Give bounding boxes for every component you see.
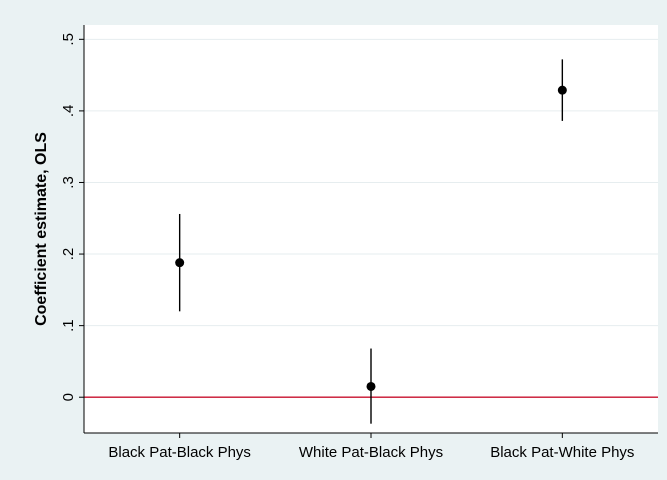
y-axis-label: Coefficient estimate, OLS [33,132,50,326]
y-tick-label: .1 [60,319,77,332]
marks-layer [175,59,567,424]
point-estimate [366,381,376,391]
axes-layer: 0 .1 .2 .3 .4 .5 Black Pat-Black Phys White Pat… [60,25,658,461]
point-estimate [175,258,185,268]
x-tick-label: Black Pat-White Phys [490,444,634,461]
y-tick-label: .2 [60,248,77,261]
y-tick-label: .5 [60,33,77,46]
y-tick-label: .4 [60,105,77,118]
x-tick-label: White Pat-Black Phys [299,444,443,461]
point-estimate [557,85,567,95]
x-tick-label: Black Pat-Black Phys [108,444,251,461]
y-tick-label: .3 [60,176,77,189]
y-tick-label: 0 [60,393,77,401]
